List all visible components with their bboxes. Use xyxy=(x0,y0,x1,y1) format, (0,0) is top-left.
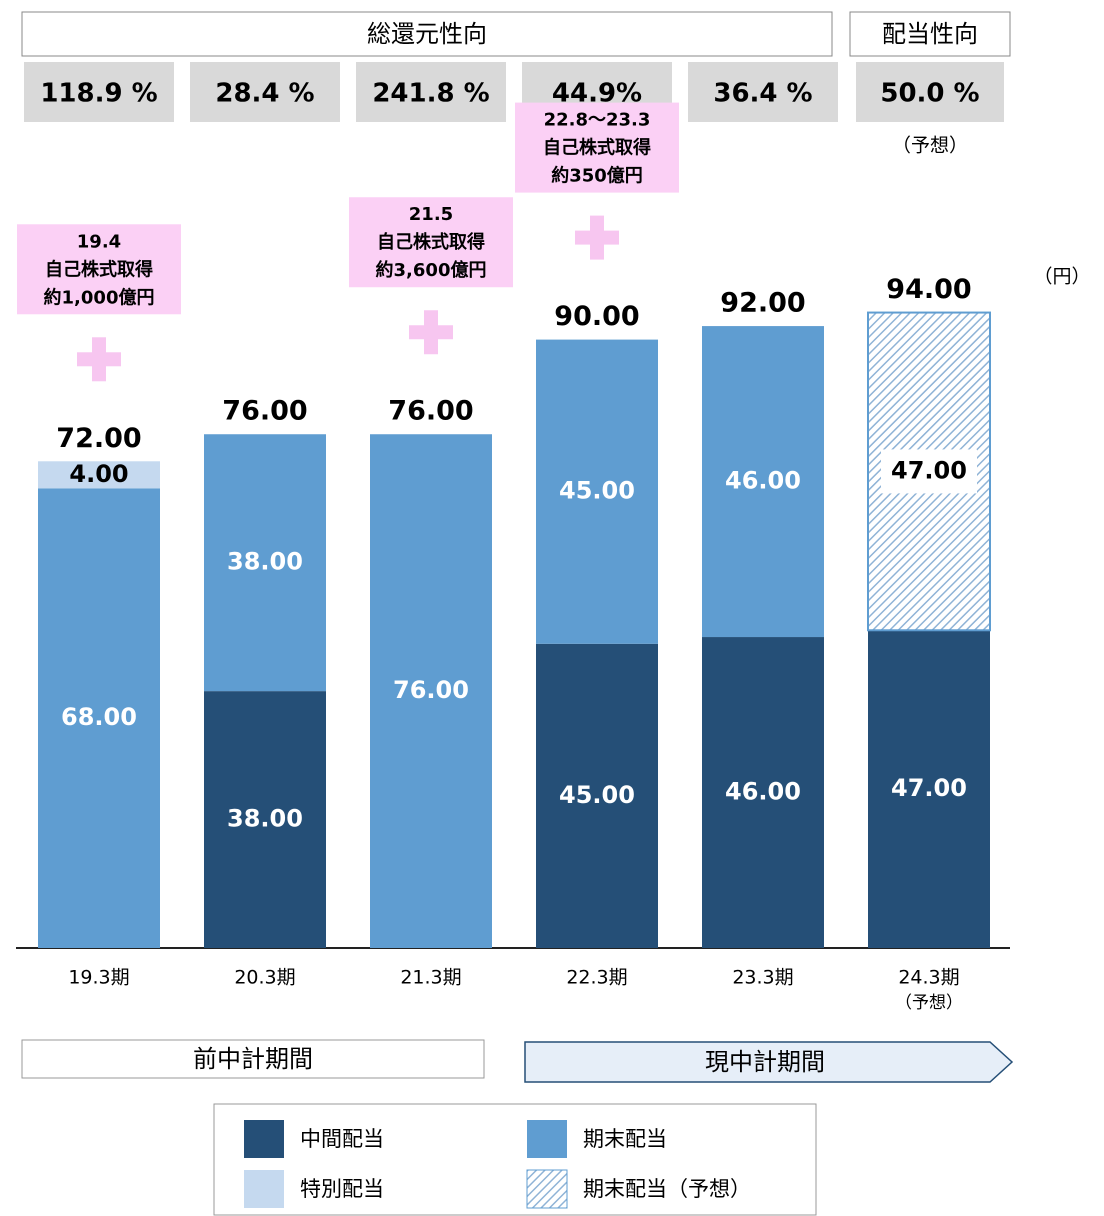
ratio-box xyxy=(688,62,838,122)
annotation-text: 22.8〜23.3 xyxy=(544,110,651,131)
plus xyxy=(424,310,438,355)
period-arrow xyxy=(524,1041,1014,1083)
ratio-value: 36.4 % xyxy=(713,79,812,109)
legend-swatch xyxy=(244,1170,284,1208)
annotation-box xyxy=(17,224,181,315)
annotation-text: 21.5 xyxy=(409,204,453,225)
segment-label: 47.00 xyxy=(891,774,967,802)
bar-segment xyxy=(702,637,824,948)
annotation-text: 約350億円 xyxy=(551,165,643,187)
x-tick-label: 24.3期 xyxy=(898,967,959,989)
segment-label: 68.00 xyxy=(61,703,137,731)
total-label: 94.00 xyxy=(886,274,971,305)
bar-segment xyxy=(536,339,658,644)
legend-label: 期末配当（予想） xyxy=(583,1177,751,1201)
period-label: 現中計期間 xyxy=(705,1048,825,1076)
legend-swatch xyxy=(244,1120,284,1158)
total-return-header xyxy=(21,11,833,57)
segment-label: 46.00 xyxy=(725,778,801,806)
payout-title: 配当性向 xyxy=(882,20,978,48)
segment-label: 47.00 xyxy=(891,456,967,484)
total-label: 76.00 xyxy=(222,396,307,427)
period-box xyxy=(21,1039,485,1079)
total-label: 90.00 xyxy=(554,301,639,332)
segment-label: 38.00 xyxy=(227,805,303,833)
payout-note: （予想） xyxy=(892,135,968,157)
segment-label: 76.00 xyxy=(393,676,469,704)
annotation-box xyxy=(349,197,513,288)
segment-label: 46.00 xyxy=(725,467,801,495)
total-label: 92.00 xyxy=(720,288,805,319)
annotation-text: 19.4 xyxy=(77,231,121,252)
annotation-box xyxy=(515,102,679,193)
bar-segment xyxy=(702,326,824,638)
ratio-value: 28.4 % xyxy=(215,79,314,109)
bar-segment xyxy=(204,434,326,692)
segment-label: 45.00 xyxy=(559,477,635,505)
x-tick-label: 20.3期 xyxy=(234,967,295,989)
annotation-text: 自己株式取得 xyxy=(377,231,485,253)
legend-box xyxy=(213,1103,817,1216)
annotation-text: 自己株式取得 xyxy=(543,137,651,159)
segment-label: 45.00 xyxy=(559,781,635,809)
annotation-text: 約3,600億円 xyxy=(376,259,487,281)
label-bg xyxy=(881,449,977,494)
legend-label: 中間配当 xyxy=(300,1127,384,1151)
bar-segment xyxy=(38,461,160,489)
ratio-box xyxy=(24,62,174,122)
legend-swatch xyxy=(526,1169,568,1209)
x-tick-label: 19.3期 xyxy=(68,967,129,989)
bar-segment xyxy=(204,691,326,948)
payout-value: 50.0 % xyxy=(880,79,979,109)
bar-segment xyxy=(370,434,492,948)
ratio-box xyxy=(356,62,506,122)
total-return-title: 総還元性向 xyxy=(367,20,487,48)
x-tick-label: 21.3期 xyxy=(400,967,461,989)
x-tick-label: 23.3期 xyxy=(732,967,793,989)
annotation-text: 約1,000億円 xyxy=(44,286,155,308)
plus xyxy=(590,215,604,260)
payout-header xyxy=(849,11,1011,57)
bar-segment xyxy=(38,488,160,948)
ratio-value: 241.8 % xyxy=(372,79,489,109)
bar-segment xyxy=(868,630,990,948)
legend-label: 特別配当 xyxy=(300,1177,384,1201)
annotation-text: 自己株式取得 xyxy=(45,258,153,280)
unit-label: （円） xyxy=(1033,266,1090,288)
legend-swatch xyxy=(527,1120,567,1158)
total-label: 72.00 xyxy=(56,423,141,454)
x-tick-note: （予想） xyxy=(895,993,963,1013)
total-label: 76.00 xyxy=(388,396,473,427)
ratio-value: 118.9 % xyxy=(40,79,157,109)
ratio-box xyxy=(190,62,340,122)
period-label: 前中計期間 xyxy=(193,1045,313,1073)
x-tick-label: 22.3期 xyxy=(566,967,627,989)
segment-label: 4.00 xyxy=(69,460,128,488)
bar-segment xyxy=(536,643,658,948)
plus xyxy=(92,337,106,382)
payout-box xyxy=(856,62,1004,122)
legend-label: 期末配当 xyxy=(583,1127,667,1151)
segment-label: 38.00 xyxy=(227,548,303,576)
